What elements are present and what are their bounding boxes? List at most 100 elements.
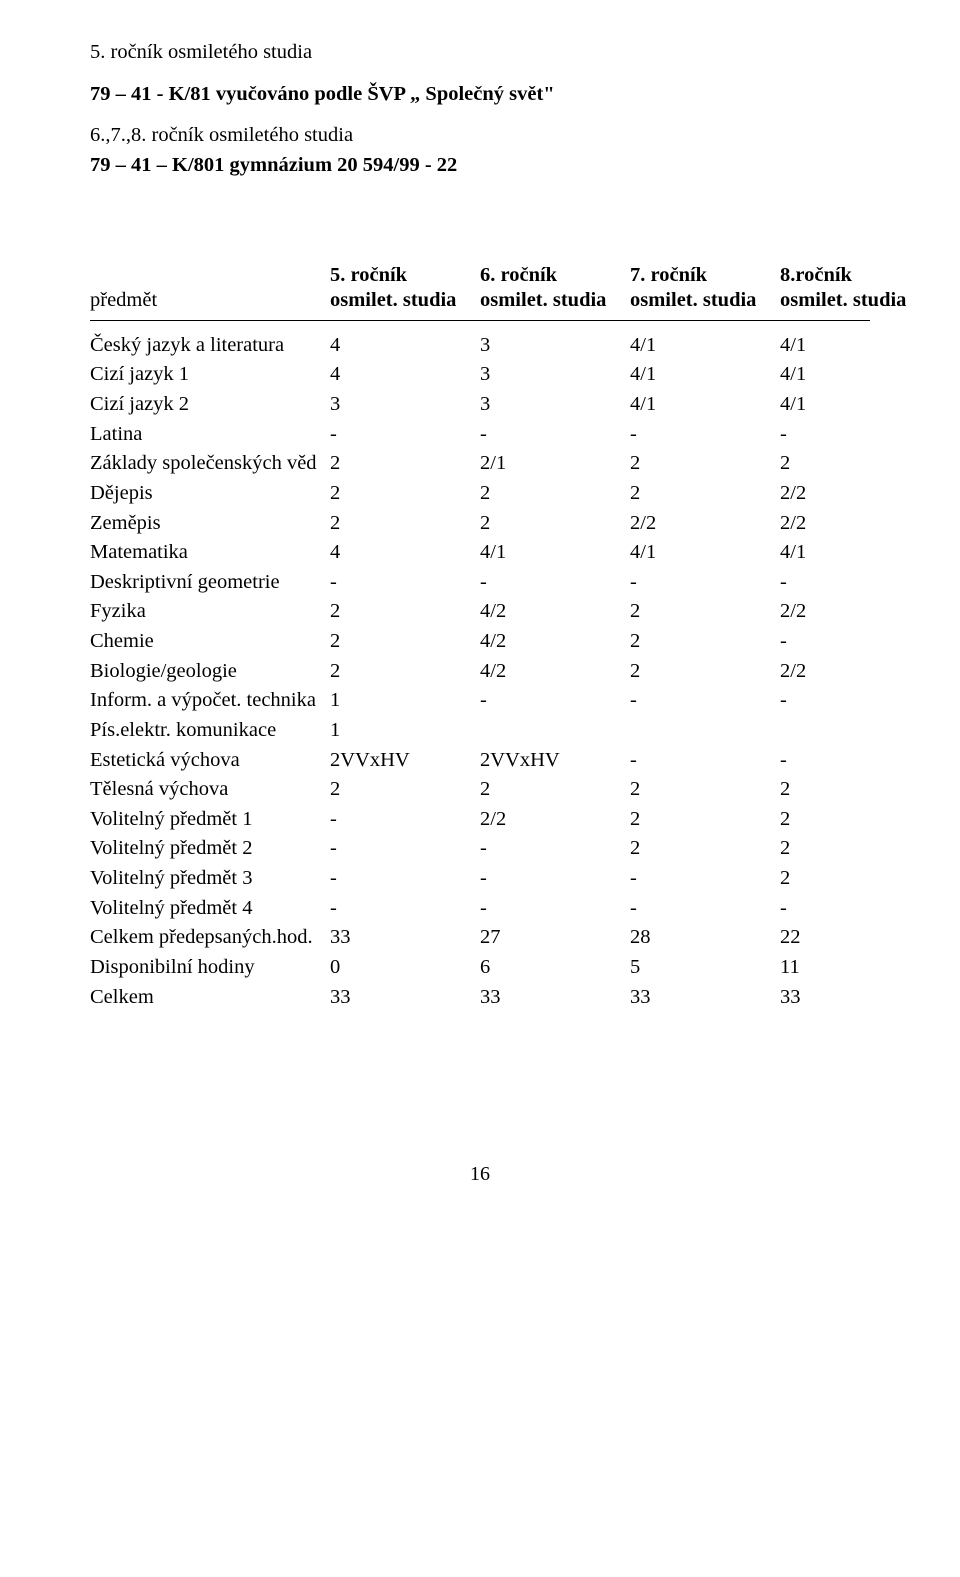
row-label: Matematika xyxy=(90,540,330,566)
table-row: Deskriptivní geometrie---- xyxy=(90,568,870,598)
row-value: - xyxy=(480,422,630,448)
row-label: Latina xyxy=(90,422,330,448)
table-row: Tělesná výchova2222 xyxy=(90,775,870,805)
table-row: Pís.elektr. komunikace1 xyxy=(90,716,870,746)
row-value: 4/1 xyxy=(630,540,780,566)
row-value: 33 xyxy=(630,985,780,1011)
row-value: 4 xyxy=(330,333,480,359)
row-value: 2 xyxy=(630,807,780,833)
row-value: - xyxy=(630,896,780,922)
row-label: Cizí jazyk 2 xyxy=(90,392,330,418)
table-body: Český jazyk a literatura434/14/1Cizí jaz… xyxy=(90,331,870,1012)
table-row: Český jazyk a literatura434/14/1 xyxy=(90,331,870,361)
header-row-label: předmět xyxy=(90,288,326,314)
row-value: 2 xyxy=(480,481,630,507)
row-value: 3 xyxy=(480,333,630,359)
row-value: 33 xyxy=(330,985,480,1011)
row-value: 2 xyxy=(330,511,480,537)
row-value: 2VVxHV xyxy=(480,748,630,774)
row-value: - xyxy=(780,748,930,774)
table-row: Cizí jazyk 2334/14/1 xyxy=(90,390,870,420)
row-value: 4/1 xyxy=(780,540,930,566)
table-row: Matematika44/14/14/1 xyxy=(90,538,870,568)
row-label: Volitelný předmět 1 xyxy=(90,807,330,833)
row-value: 2/2 xyxy=(630,511,780,537)
row-label: Biologie/geologie xyxy=(90,659,330,685)
row-value: 2 xyxy=(780,807,930,833)
row-label: Celkem předepsaných.hod. xyxy=(90,925,330,951)
row-value: 4/2 xyxy=(480,659,630,685)
table-row: Disponibilní hodiny06511 xyxy=(90,953,870,983)
table-row: Dějepis2222/2 xyxy=(90,479,870,509)
row-label: Deskriptivní geometrie xyxy=(90,570,330,596)
row-value: - xyxy=(780,688,930,714)
row-value: - xyxy=(480,570,630,596)
row-value: 2 xyxy=(480,777,630,803)
table-row: Estetická výchova2VVxHV2VVxHV-- xyxy=(90,746,870,776)
table-row: Volitelný předmět 3---2 xyxy=(90,864,870,894)
row-value: - xyxy=(630,570,780,596)
row-value: 2 xyxy=(630,599,780,625)
row-label: Volitelný předmět 3 xyxy=(90,866,330,892)
table-row: Celkem předepsaných.hod.33272822 xyxy=(90,923,870,953)
row-value: - xyxy=(780,896,930,922)
row-value: 2 xyxy=(330,451,480,477)
row-value: 1 xyxy=(330,688,480,714)
row-value: 2 xyxy=(630,659,780,685)
row-value: 4/1 xyxy=(630,333,780,359)
header-col-2: 6. ročník osmilet. studia xyxy=(480,263,630,316)
row-value: - xyxy=(780,629,930,655)
table-row: Fyzika24/222/2 xyxy=(90,597,870,627)
row-value: 2/2 xyxy=(780,511,930,537)
row-value: 2 xyxy=(330,481,480,507)
row-value: 33 xyxy=(330,925,480,951)
row-value: 2 xyxy=(780,866,930,892)
row-value: - xyxy=(480,688,630,714)
row-label: Základy společenských věd xyxy=(90,451,330,477)
title-block: 5. ročník osmiletého studia 79 – 41 - K/… xyxy=(90,40,870,179)
row-value: 4 xyxy=(330,362,480,388)
row-value: 2 xyxy=(630,451,780,477)
row-value: 2 xyxy=(780,451,930,477)
row-value: - xyxy=(630,422,780,448)
row-value: 4/1 xyxy=(780,362,930,388)
table-row: Cizí jazyk 1434/14/1 xyxy=(90,360,870,390)
row-label: Inform. a výpočet. technika xyxy=(90,688,330,714)
row-value: 0 xyxy=(330,955,480,981)
row-value: 2 xyxy=(330,659,480,685)
row-value: 2 xyxy=(630,481,780,507)
row-value: 11 xyxy=(780,955,930,981)
row-value: - xyxy=(780,422,930,448)
row-label: Cizí jazyk 1 xyxy=(90,362,330,388)
row-value: - xyxy=(330,570,480,596)
row-value: - xyxy=(480,896,630,922)
header-divider xyxy=(90,320,870,321)
row-value: 2 xyxy=(480,511,630,537)
row-label: Chemie xyxy=(90,629,330,655)
row-value: - xyxy=(630,688,780,714)
row-label: Celkem xyxy=(90,985,330,1011)
page-number: 16 xyxy=(90,1162,870,1187)
row-value: 4 xyxy=(330,540,480,566)
row-value: 2 xyxy=(630,777,780,803)
row-value: - xyxy=(330,896,480,922)
title-line-2: 79 – 41 - K/81 vyučováno podle ŠVP „ Spo… xyxy=(90,82,870,108)
row-label: Disponibilní hodiny xyxy=(90,955,330,981)
row-value: 4/1 xyxy=(630,392,780,418)
row-label: Tělesná výchova xyxy=(90,777,330,803)
row-value: 2/2 xyxy=(780,599,930,625)
row-value: 2 xyxy=(630,836,780,862)
table-row: Volitelný předmět 1-2/222 xyxy=(90,805,870,835)
row-label: Volitelný předmět 4 xyxy=(90,896,330,922)
row-value: 4/2 xyxy=(480,629,630,655)
row-value: 1 xyxy=(330,718,480,744)
row-value: 4/1 xyxy=(480,540,630,566)
row-value: - xyxy=(630,748,780,774)
row-value: 2/2 xyxy=(780,481,930,507)
row-value: 2 xyxy=(780,777,930,803)
row-value: 2 xyxy=(780,836,930,862)
row-value: - xyxy=(780,570,930,596)
row-value: 2VVxHV xyxy=(330,748,480,774)
row-value: 4/2 xyxy=(480,599,630,625)
row-value: 3 xyxy=(480,362,630,388)
